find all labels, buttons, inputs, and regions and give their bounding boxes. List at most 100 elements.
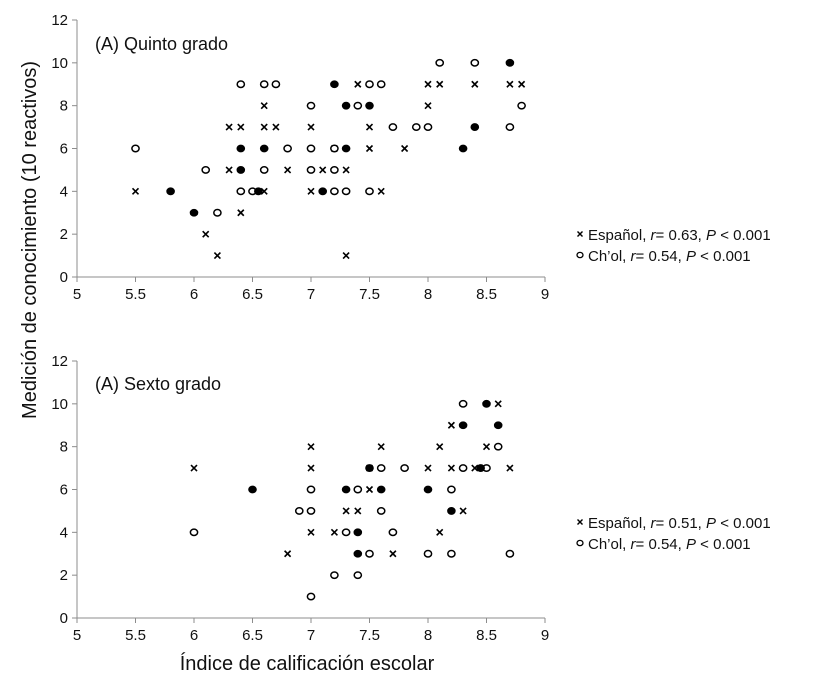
legend-text-part: r bbox=[651, 227, 657, 244]
data-point bbox=[319, 166, 327, 174]
data-point bbox=[470, 58, 480, 67]
data-point bbox=[458, 464, 468, 473]
data-point bbox=[306, 592, 316, 601]
y-tick-label: 8 bbox=[60, 439, 68, 456]
x-tick-label: 7.5 bbox=[359, 627, 380, 644]
data-point bbox=[330, 187, 339, 196]
data-point bbox=[400, 464, 409, 473]
data-point bbox=[377, 187, 385, 195]
y-tick-label: 0 bbox=[60, 269, 68, 286]
data-point bbox=[341, 101, 351, 110]
legend-text-part: P bbox=[686, 536, 696, 553]
legend-text-part: r bbox=[631, 248, 637, 265]
data-point bbox=[283, 144, 292, 153]
data-point bbox=[482, 443, 491, 451]
x-tick-label: 6 bbox=[190, 627, 198, 644]
data-point bbox=[189, 528, 199, 537]
y-tick-label: 8 bbox=[60, 98, 68, 115]
data-point bbox=[330, 144, 339, 153]
legend-text-part: P bbox=[686, 248, 696, 265]
data-point bbox=[423, 123, 433, 132]
data-point bbox=[365, 549, 374, 558]
data-point bbox=[236, 187, 246, 196]
y-tick-label: 2 bbox=[60, 226, 68, 243]
series-chol bbox=[189, 399, 515, 601]
data-point bbox=[254, 187, 263, 196]
panel-quinto-grado: 0 2 4 6 8 10 12 5 5.5 6 6.5 7 7.5 8 8.5 9 (A) Quinto gra… bbox=[51, 12, 770, 303]
data-point bbox=[201, 165, 211, 174]
y-tick-label: 6 bbox=[60, 141, 68, 158]
data-point bbox=[330, 165, 339, 174]
data-point bbox=[237, 209, 245, 217]
legend-text-part: < 0.001 bbox=[696, 248, 751, 265]
data-point bbox=[248, 485, 257, 494]
series-chol bbox=[131, 58, 526, 217]
x-tick-label: 7.5 bbox=[359, 286, 380, 303]
data-point bbox=[365, 187, 374, 196]
legend-marker-icon bbox=[577, 519, 583, 525]
legend-text-part: Ch’ol, bbox=[588, 248, 631, 265]
data-point bbox=[493, 442, 503, 451]
legend-text-part: = 0.54, bbox=[636, 248, 686, 265]
data-point bbox=[376, 80, 386, 89]
data-point bbox=[365, 464, 374, 472]
x-tick-label: 5 bbox=[73, 627, 81, 644]
data-point bbox=[401, 144, 409, 153]
data-point bbox=[424, 80, 432, 88]
legend-entry: Ch’ol, r= 0.54, P < 0.001 bbox=[588, 536, 751, 553]
data-point bbox=[376, 464, 386, 473]
data-point bbox=[213, 252, 221, 260]
series-espaol bbox=[131, 80, 526, 260]
legend-text-part: = 0.51, bbox=[656, 515, 706, 532]
data-point bbox=[447, 464, 455, 472]
y-tick-label: 10 bbox=[51, 55, 68, 72]
data-point bbox=[458, 144, 468, 153]
data-point bbox=[284, 166, 292, 174]
data-point bbox=[306, 101, 316, 110]
legend-text-part: r bbox=[631, 536, 637, 553]
data-point bbox=[342, 507, 350, 515]
data-point bbox=[459, 507, 467, 515]
data-point bbox=[259, 144, 269, 153]
x-tick-label: 6.5 bbox=[242, 627, 263, 644]
data-point bbox=[471, 80, 479, 88]
data-point bbox=[476, 464, 485, 472]
x-tick-label: 8 bbox=[424, 286, 432, 303]
data-point bbox=[330, 80, 339, 89]
data-point bbox=[225, 166, 233, 174]
data-point bbox=[458, 421, 468, 430]
data-point bbox=[225, 123, 233, 131]
data-point bbox=[435, 58, 445, 67]
legend-text-part: Español, bbox=[588, 515, 651, 532]
data-point bbox=[259, 165, 269, 174]
data-point bbox=[213, 208, 222, 217]
legend-text-part: P bbox=[706, 227, 716, 244]
legend-text-part: < 0.001 bbox=[696, 536, 751, 553]
data-point bbox=[505, 123, 515, 132]
data-point bbox=[436, 80, 444, 88]
data-point bbox=[353, 485, 363, 494]
data-point bbox=[202, 230, 210, 238]
x-tick-label: 8.5 bbox=[476, 627, 497, 644]
data-point bbox=[471, 464, 479, 472]
data-point bbox=[307, 464, 315, 472]
y-tick-label: 10 bbox=[51, 396, 68, 413]
legend-marker-icon bbox=[576, 539, 584, 547]
data-point bbox=[470, 123, 480, 131]
data-point bbox=[365, 101, 374, 110]
legend-text-part: = 0.54, bbox=[636, 536, 686, 553]
y-tick-label: 6 bbox=[60, 482, 68, 499]
data-point bbox=[272, 123, 280, 131]
data-point bbox=[388, 528, 398, 537]
data-point bbox=[376, 506, 386, 515]
x-tick-label: 6 bbox=[190, 286, 198, 303]
data-point bbox=[482, 399, 491, 408]
data-point bbox=[447, 549, 456, 558]
data-point bbox=[341, 187, 351, 196]
data-point bbox=[306, 144, 316, 153]
data-point bbox=[411, 123, 421, 132]
series-overlap bbox=[248, 399, 503, 558]
legend-text-part: Ch’ol, bbox=[588, 536, 631, 553]
data-point bbox=[365, 123, 374, 131]
